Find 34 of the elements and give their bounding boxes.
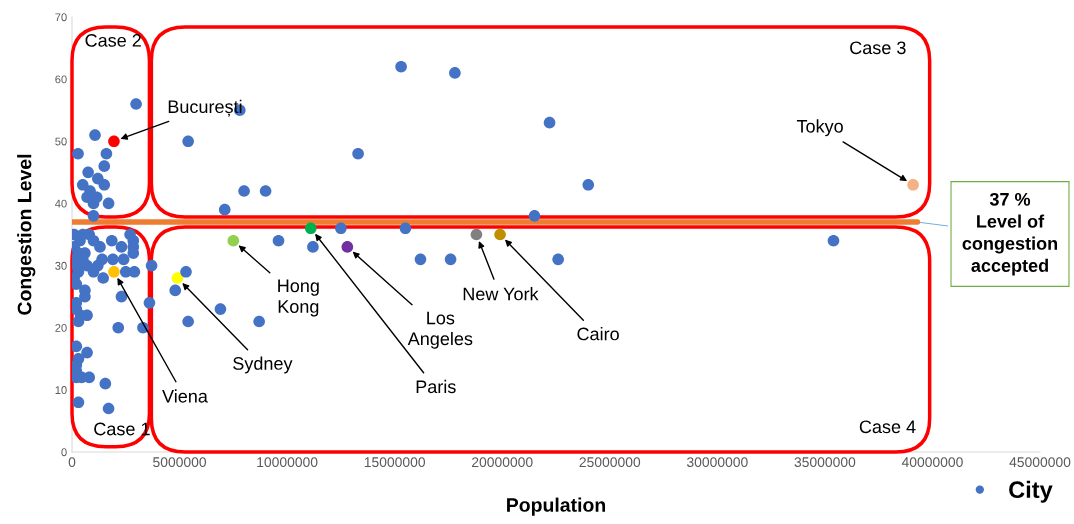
y-tick-label: 20 (55, 323, 67, 332)
x-tick-label: 45000000 (1009, 457, 1071, 468)
annotation: Case 3 (850, 41, 906, 55)
y-tick-label: 50 (55, 137, 67, 146)
y-tick-label: 0 (61, 448, 67, 457)
x-axis-title: Population (507, 497, 606, 516)
annotation: New York (463, 287, 539, 301)
x-tick-label: 30000000 (686, 457, 748, 468)
x-tick-label: 35000000 (794, 457, 856, 468)
x-tick-label: 40000000 (901, 457, 963, 468)
x-tick-label: 15000000 (364, 457, 426, 468)
annotation: Case 4 (859, 420, 916, 434)
y-axis-title: Congestion Level (17, 154, 36, 315)
y-tick-label: 70 (55, 13, 67, 22)
x-tick-label: 25000000 (579, 457, 641, 468)
x-tick-label: 20000000 (472, 457, 533, 468)
annotation: Los Angeles (407, 311, 473, 349)
annotation: Case 2 (85, 34, 141, 47)
y-tick-label: 10 (55, 386, 67, 394)
y-tick-label: 30 (55, 261, 67, 270)
annotation: Sydney (233, 356, 293, 374)
y-tick-label: 60 (55, 75, 67, 84)
annotation: Cairo (577, 327, 619, 341)
annotation: Hong Kong (278, 279, 319, 317)
legend-label: City (1009, 480, 1053, 503)
x-tick-label: 0 (68, 457, 76, 468)
ref-line-label: 37 % Level of congestion accepted (962, 192, 1058, 276)
annotation: Tokyo (796, 119, 843, 137)
annotation: Paris (416, 379, 456, 394)
y-tick-label: 40 (55, 199, 67, 208)
x-tick-label: 10000000 (257, 457, 318, 468)
annotation: București (168, 99, 242, 117)
x-tick-label: 5000000 (153, 457, 207, 468)
annotation: Viena (162, 389, 208, 403)
